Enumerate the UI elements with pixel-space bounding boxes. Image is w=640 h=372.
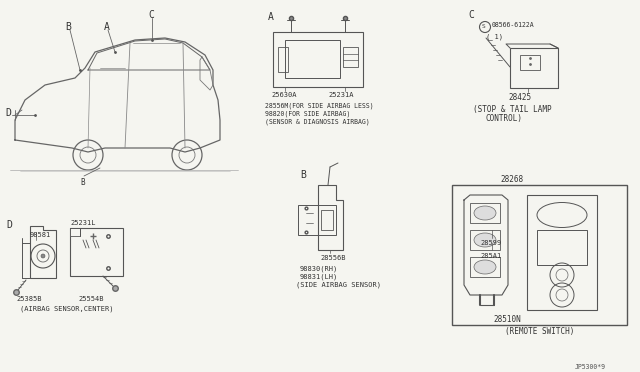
Bar — [520, 55, 540, 70]
Bar — [470, 230, 500, 250]
Text: 25385B: 25385B — [16, 296, 42, 302]
Text: B: B — [65, 22, 71, 32]
Text: A: A — [268, 12, 274, 22]
Text: (REMOTE SWITCH): (REMOTE SWITCH) — [506, 327, 575, 336]
Text: D: D — [5, 108, 11, 118]
Text: 98831(LH): 98831(LH) — [300, 273, 339, 279]
Text: ( 1): ( 1) — [486, 33, 503, 39]
Text: JP5300*9: JP5300*9 — [575, 364, 606, 370]
Text: 28556B: 28556B — [320, 255, 346, 261]
Text: C: C — [468, 10, 474, 20]
Text: (AIRBAG SENSOR,CENTER): (AIRBAG SENSOR,CENTER) — [20, 306, 113, 312]
Ellipse shape — [474, 206, 496, 220]
Text: (SIDE AIRBAG SENSOR): (SIDE AIRBAG SENSOR) — [296, 282, 381, 289]
Text: (SENSOR & DIAGNOSIS AIRBAG): (SENSOR & DIAGNOSIS AIRBAG) — [265, 118, 370, 125]
Text: 28268: 28268 — [500, 175, 524, 184]
Text: 25630A: 25630A — [271, 92, 296, 98]
Bar — [470, 257, 500, 277]
Text: A: A — [104, 22, 110, 32]
Text: CONTROL): CONTROL) — [486, 114, 523, 123]
Bar — [343, 47, 358, 67]
Bar — [285, 40, 340, 78]
Text: B: B — [300, 170, 306, 180]
Text: 28425: 28425 — [508, 93, 531, 102]
Bar — [510, 48, 558, 88]
Text: 28599: 28599 — [480, 240, 501, 246]
Bar — [273, 32, 363, 87]
Bar — [321, 210, 333, 230]
Text: D: D — [6, 220, 12, 230]
Ellipse shape — [474, 260, 496, 274]
Text: 28510N: 28510N — [493, 315, 521, 324]
Bar — [470, 203, 500, 223]
Ellipse shape — [474, 233, 496, 247]
Text: 25231L: 25231L — [70, 220, 95, 226]
Text: (STOP & TAIL LAMP: (STOP & TAIL LAMP — [473, 105, 552, 114]
Text: 98581: 98581 — [30, 232, 51, 238]
Text: 25554B: 25554B — [78, 296, 104, 302]
Text: S: S — [482, 24, 486, 29]
Bar — [278, 47, 288, 72]
Text: B: B — [80, 178, 84, 187]
Bar — [537, 230, 587, 265]
Text: 28556M(FOR SIDE AIRBAG LESS): 28556M(FOR SIDE AIRBAG LESS) — [265, 102, 374, 109]
Text: C: C — [148, 10, 154, 20]
Text: 98830(RH): 98830(RH) — [300, 265, 339, 272]
Circle shape — [41, 254, 45, 258]
Text: 98820(FOR SIDE AIRBAG): 98820(FOR SIDE AIRBAG) — [265, 110, 350, 116]
Text: 25231A: 25231A — [328, 92, 353, 98]
Polygon shape — [70, 228, 80, 236]
Text: 08566-6122A: 08566-6122A — [492, 22, 534, 28]
Bar — [452, 185, 627, 325]
Text: 285A1: 285A1 — [480, 253, 501, 259]
